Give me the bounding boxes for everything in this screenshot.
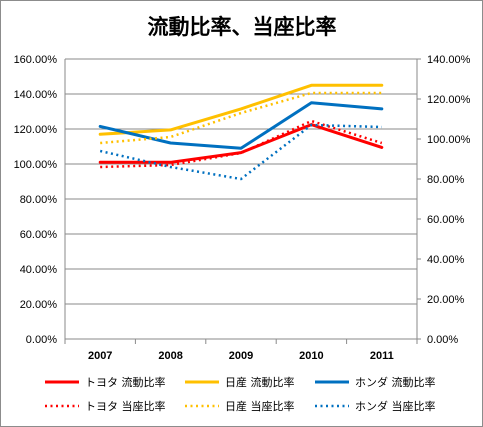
y-left-tick-label: 80.00% xyxy=(20,194,58,206)
y-right-tick-label: 40.00% xyxy=(427,254,465,266)
y-left-tick-label: 60.00% xyxy=(20,229,58,241)
y-left-tick-label: 120.00% xyxy=(14,124,58,136)
grid-lines xyxy=(65,58,417,340)
y-right-tick-label: 60.00% xyxy=(427,214,465,226)
y-right-tick-label: 80.00% xyxy=(427,174,465,186)
series-line-1 xyxy=(98,123,384,164)
chart-title: 流動比率、当座比率 xyxy=(148,15,337,39)
x-tick-label: 2011 xyxy=(370,350,394,362)
series-line-2 xyxy=(98,83,384,136)
legend-label: トヨタ 当座比率 xyxy=(85,399,166,413)
x-tick-label: 2008 xyxy=(158,350,182,362)
y-left-tick-label: 140.00% xyxy=(14,89,58,101)
y-left-tick-label: 20.00% xyxy=(20,299,58,311)
y-right-tick-label: 140.00% xyxy=(427,54,471,66)
x-tick-label: 2009 xyxy=(229,350,253,362)
y-right-tick-label: 100.00% xyxy=(427,134,471,146)
x-tick-label: 2010 xyxy=(299,350,323,362)
legend-label: トヨタ 流動比率 xyxy=(85,375,166,389)
legend-label: ホンダ 流動比率 xyxy=(355,375,436,389)
y-right-tick-label: 120.00% xyxy=(427,94,471,106)
legend-label: 日産 流動比率 xyxy=(225,375,295,389)
y-left-tick-label: 40.00% xyxy=(20,264,58,276)
x-tick-label: 2007 xyxy=(88,350,112,362)
legend-label: ホンダ 当座比率 xyxy=(355,399,436,413)
y-right-tick-label: 0.00% xyxy=(427,334,458,346)
series-line-3 xyxy=(98,101,384,150)
y-left-tick-label: 0.00% xyxy=(26,334,57,346)
series-line-4 xyxy=(100,119,383,169)
y-left-tick-label: 160.00% xyxy=(14,54,58,66)
legend-label: 日産 当座比率 xyxy=(225,399,295,413)
y-right-tick-label: 20.00% xyxy=(427,294,465,306)
y-left-tick-label: 100.00% xyxy=(14,159,58,171)
axes: 0.00% 20.00% 40.00% 60.00% 80.00% 100.00% 120.… xyxy=(14,54,471,362)
series-lines xyxy=(98,83,384,181)
